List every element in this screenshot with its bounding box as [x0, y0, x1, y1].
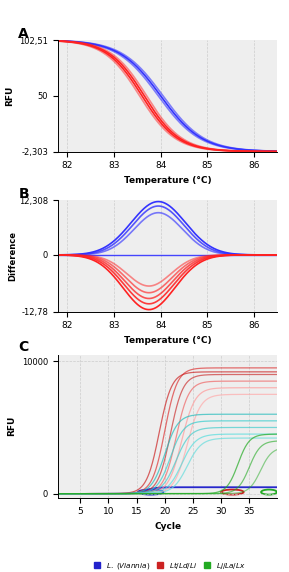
- Legend: $\it{Lb/Ln}$, $\it{Ll/Lg/Ls}$: $\it{Lb/Ln}$, $\it{Ll/Lg/Ls}$: [112, 357, 223, 377]
- Text: C: C: [18, 340, 29, 354]
- Legend: $\it{L.\ (Viannia)}$, $\it{Lt/Ld/Li}$, $\it{Lj/La/Lx}$: $\it{L.\ (Viannia)}$, $\it{Lt/Ld/Li}$, $…: [87, 557, 249, 572]
- Y-axis label: RFU: RFU: [5, 86, 14, 106]
- Text: A: A: [18, 27, 29, 41]
- Text: B: B: [18, 187, 29, 201]
- X-axis label: Cycle: Cycle: [154, 522, 181, 531]
- X-axis label: Temperature (°C): Temperature (°C): [124, 176, 212, 185]
- Y-axis label: Difference: Difference: [9, 231, 18, 281]
- X-axis label: Temperature (°C): Temperature (°C): [124, 336, 212, 345]
- Y-axis label: RFU: RFU: [7, 416, 16, 436]
- Legend: $\it{Lb/Ln}$, $\it{Ll/Lg/Ls}$: $\it{Lb/Ln}$, $\it{Ll/Lg/Ls}$: [112, 197, 223, 217]
